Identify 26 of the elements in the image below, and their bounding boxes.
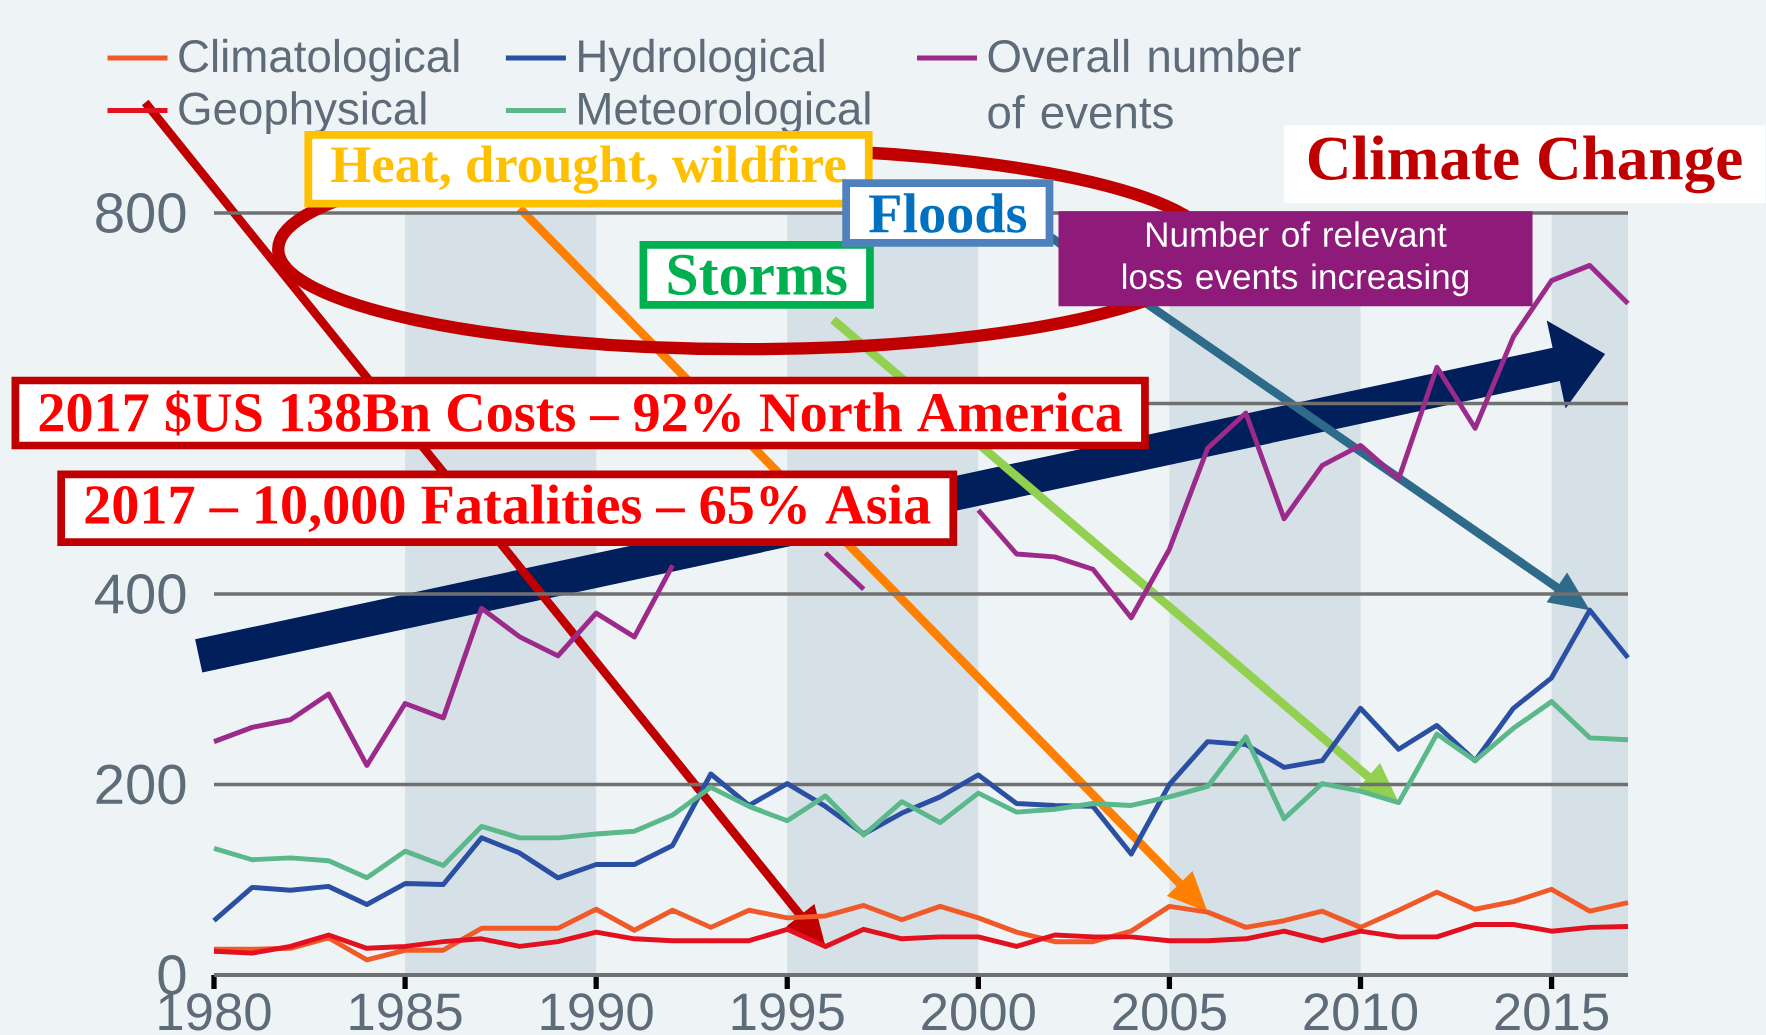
annotation: Floods: [869, 193, 1027, 233]
annotation: 2017 – 10,000 Fatalities – 65% Asia: [85, 484, 931, 533]
y-tick-label: 200: [96, 764, 186, 805]
x-tick-label: 1990: [541, 993, 653, 1031]
legend-label: Overall number of events: [988, 38, 1301, 129]
legend-label: Hydrological: [579, 38, 824, 82]
annotation: Storms: [668, 254, 847, 295]
x-tick-label: 2015: [1495, 993, 1608, 1031]
x-tick-label: 2010: [1304, 993, 1418, 1031]
legend-label: Geophysical: [179, 91, 426, 134]
text: Heat, drought, wildfire: [331, 144, 846, 194]
x-tick-label: 2005: [1113, 993, 1226, 1031]
legend-label: Meteorological: [579, 91, 870, 134]
y-tick-label: 400: [95, 574, 186, 614]
annotation: Number of relevant loss events increasing: [1123, 221, 1469, 297]
x-tick-label: 2000: [922, 993, 1035, 1031]
legend-label: Climatological: [179, 38, 459, 82]
x-tick-label: 1985: [350, 993, 462, 1031]
line-series: [211, 607, 1631, 924]
y-tick-label: 800: [96, 193, 186, 233]
text: Climate Change: [1308, 135, 1742, 194]
x-tick-label: 1980: [159, 993, 271, 1031]
annotation: 2017 $US 138Bn Costs – 92% North America: [39, 390, 1123, 436]
y-tick-label: 0: [158, 955, 186, 995]
line-series: [211, 699, 1631, 881]
x-tick-label: 1995: [732, 993, 844, 1031]
